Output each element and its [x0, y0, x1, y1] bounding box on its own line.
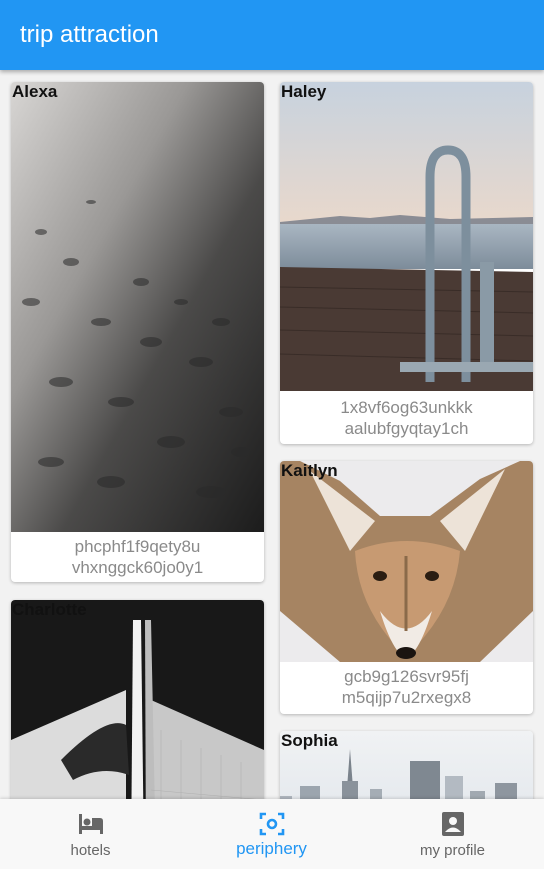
- nav-hotels-label: hotels: [70, 842, 111, 859]
- app-bar: trip attraction: [0, 0, 544, 70]
- bottom-navigation: hotels periphery my profile: [0, 799, 544, 869]
- card-name: Charlotte: [12, 600, 87, 619]
- pier-ladder-photo: [280, 82, 533, 391]
- attraction-grid[interactable]: Alexa phcphf1f9qety8u vhxnggck60jo0y1: [0, 70, 544, 799]
- nav-hotels[interactable]: hotels: [0, 799, 181, 869]
- card-caption-line2: vhxnggck60jo0y1: [71, 558, 204, 577]
- architecture-photo: [11, 600, 264, 799]
- wet-sand-photo: [11, 82, 264, 532]
- card-caption-line1: 1x8vf6og63unkkk: [340, 398, 473, 417]
- hotel-icon: [78, 814, 103, 834]
- nav-my-profile-label: my profile: [419, 842, 486, 859]
- app-title: trip attraction: [20, 21, 159, 48]
- nav-periphery[interactable]: periphery: [181, 799, 362, 869]
- card-name: Sophia: [281, 731, 338, 750]
- card-name: Kaitlyn: [281, 461, 338, 480]
- card-caption-line2: aalubfgyqtay1ch: [344, 419, 469, 438]
- card-caption-line2: m5qijp7u2rxegx8: [341, 688, 472, 707]
- nav-periphery-label: periphery: [236, 839, 307, 858]
- card-name: Haley: [281, 82, 327, 101]
- nav-my-profile[interactable]: my profile: [362, 799, 543, 869]
- attraction-card-charlotte[interactable]: Charlotte: [11, 600, 264, 799]
- center-focus-icon: [259, 812, 284, 836]
- attraction-card-haley[interactable]: Haley 1x8vf6og63unkkk aalubfgyqtay1ch: [280, 82, 533, 444]
- account-box-icon: [441, 812, 464, 836]
- coyote-photo: [280, 461, 533, 662]
- city-skyline-photo: [280, 731, 533, 799]
- attraction-card-sophia[interactable]: Sophia: [280, 731, 533, 799]
- card-name: Alexa: [12, 82, 58, 101]
- card-caption-line1: gcb9g126svr95fj: [344, 667, 469, 686]
- card-caption-line1: phcphf1f9qety8u: [74, 537, 201, 556]
- attraction-card-alexa[interactable]: Alexa phcphf1f9qety8u vhxnggck60jo0y1: [11, 82, 264, 582]
- attraction-card-kaitlyn[interactable]: Kaitlyn gcb9g126svr95fj m5qijp7u2rxegx8: [280, 461, 533, 714]
